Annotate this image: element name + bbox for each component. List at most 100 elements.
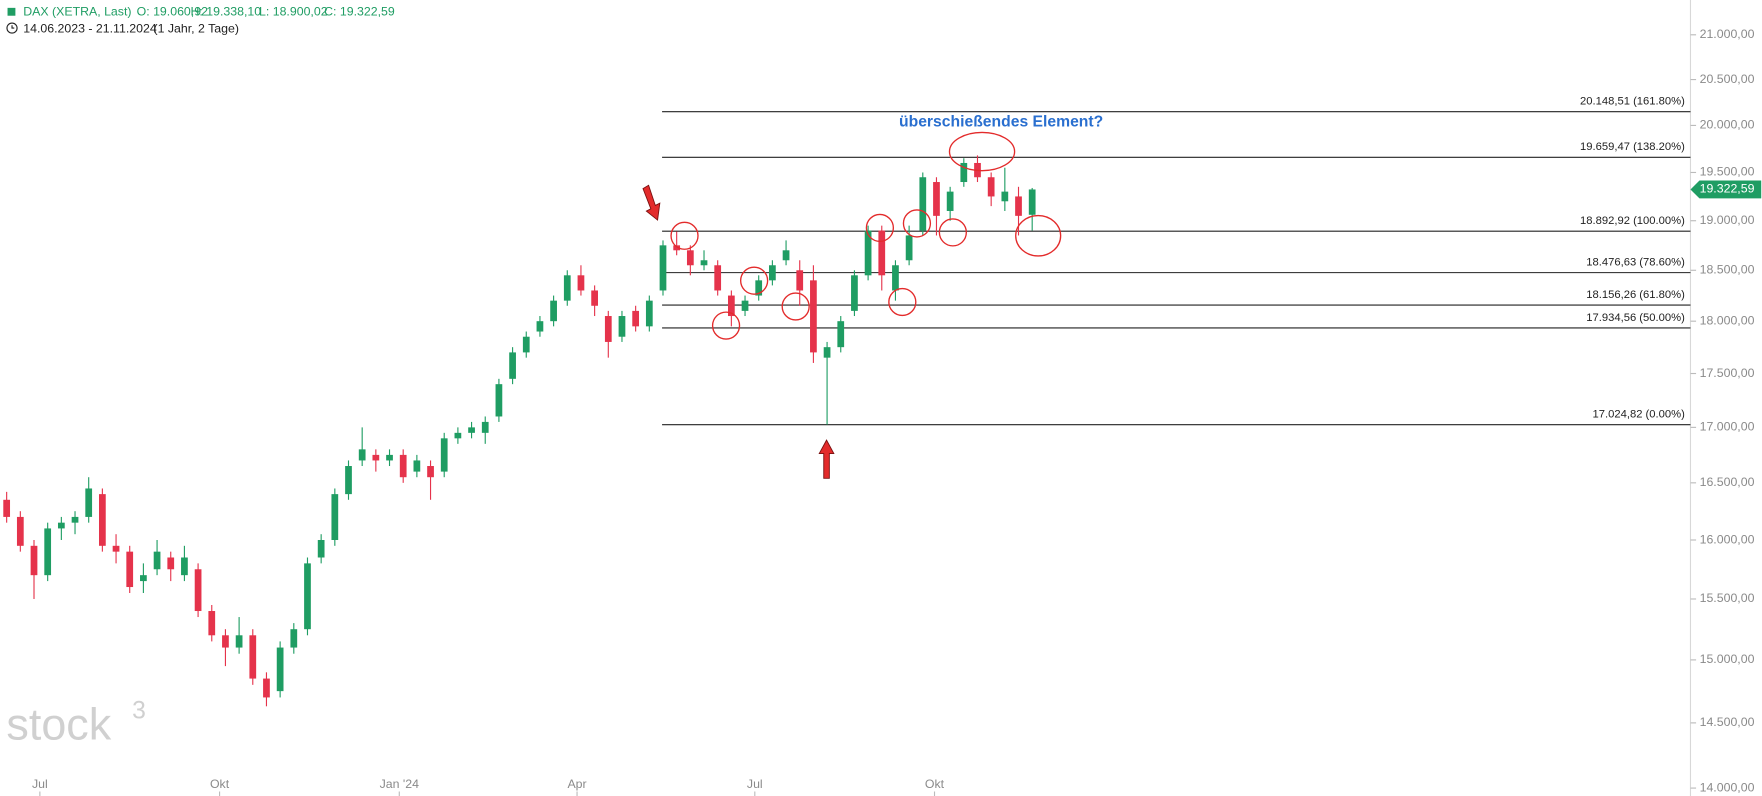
candle-body [399,454,407,478]
candle-body [837,321,845,348]
candle-body [509,352,516,379]
candle-body [782,250,790,261]
candle-body [140,575,147,582]
candle-body [892,265,899,291]
fib-label: 17.934,56 (50.00%) [1586,312,1685,324]
y-tick-label: 21.000,00 [1700,27,1755,41]
candle-body [235,635,243,648]
candle-body [413,460,421,472]
candle-body [673,245,681,251]
x-tick-label: Jul [747,777,763,791]
fib-label: 17.024,82 (0.00%) [1593,409,1686,421]
clock-icon [6,22,18,34]
fib-label: 20.148,51 (161.80%) [1580,96,1685,108]
candle-body [618,316,626,337]
candle-body [276,647,284,692]
ohlc-low: L: 18.900,02 [259,5,328,19]
y-tick-label: 19.500,00 [1700,165,1755,179]
candle-body [878,230,886,276]
circle [938,218,967,247]
candle-body [99,494,106,546]
candle-body [468,427,475,433]
arrow-up [818,439,835,479]
y-tick-label: 15.500,00 [1700,591,1755,605]
candle-body [591,290,598,306]
candle-body [632,310,640,327]
y-tick-label: 19.000,00 [1700,213,1755,227]
candle-body [810,280,817,353]
candle-body [427,466,434,478]
current-price-label: 19.322,59 [1700,182,1755,196]
candle-body [57,522,65,529]
y-tick-label: 14.500,00 [1700,715,1755,729]
candle-body [372,454,380,461]
candle-body [331,494,339,540]
candle-body [16,516,24,546]
circle [739,266,769,295]
ellipse [1015,214,1062,257]
fib-label: 18.156,26 (61.80%) [1586,289,1685,301]
y-tick-label: 20.000,00 [1700,118,1755,132]
annotation: überschießendes Element? [899,114,1103,131]
candle-body [153,551,161,570]
circle [902,209,932,238]
candle-body [905,235,913,261]
candle-body [345,466,352,495]
candle-body [71,516,79,523]
y-tick-label: 16.500,00 [1700,475,1755,489]
x-tick-label: Jul [32,777,48,791]
y-tick-label: 18.000,00 [1700,313,1755,327]
candle-body [290,629,298,648]
candle-body [700,260,708,266]
watermark: stock [6,698,111,749]
candle-body [317,539,325,558]
x-tick-label: Okt [925,777,945,791]
candle-body [167,557,175,570]
candle-body [714,265,722,291]
candle-body [536,321,544,332]
candle-body [1001,191,1009,202]
circle [670,221,699,250]
candle-body [30,545,38,576]
candle-body [550,300,557,322]
candle-body [960,162,968,183]
candle-body [796,270,804,291]
candle-body [126,551,134,588]
candle-body [946,191,954,211]
candle-body [112,545,120,552]
ellipse [948,131,1016,172]
candle-body [563,275,571,301]
y-tick-label: 17.000,00 [1700,420,1755,434]
candle-body [919,177,927,231]
y-tick-label: 16.000,00 [1700,532,1755,546]
candle-body [3,499,11,517]
candle-body [263,678,270,698]
annotation-shapes [670,131,1062,340]
candle-body [208,611,216,636]
candle-body [222,635,229,648]
y-tick-label: 14.000,00 [1700,780,1755,794]
candle-body [44,528,52,576]
circle [711,311,741,340]
candle-body [823,347,831,358]
candle-body [85,488,93,517]
chart-title: DAX (XETRA, Last) [23,5,131,19]
candle-body [1015,196,1022,216]
y-tick-label: 17.500,00 [1700,366,1755,380]
candle-body [440,438,448,472]
y-tick-label: 15.000,00 [1700,652,1755,666]
x-tick-label: Apr [567,777,586,791]
watermark-sup: 3 [132,697,146,724]
ohlc-open: O: 19.060,92 [137,5,208,19]
candle-body [769,265,776,281]
fib-label: 19.659,47 (138.20%) [1580,141,1685,153]
candle-body [755,280,763,296]
date-range: 14.06.2023 - 21.11.2024 [23,21,157,35]
arrow-down [642,184,661,221]
symbol-icon [7,7,16,16]
candle-body [645,300,653,327]
candle-body [686,250,694,266]
ohlc-close: C: 19.322,59 [324,5,395,19]
candle-body [577,275,585,291]
